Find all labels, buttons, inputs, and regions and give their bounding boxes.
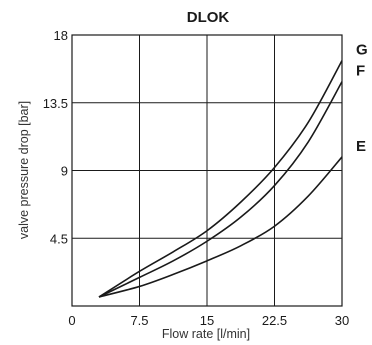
x-tick-label: 15 xyxy=(200,313,214,328)
x-tick-label: 22.5 xyxy=(262,313,287,328)
x-tick-label: 0 xyxy=(68,313,75,328)
grid xyxy=(71,34,343,307)
curve-g xyxy=(98,60,343,298)
y-tick-label: 4.5 xyxy=(50,231,68,246)
x-tick-label: 7.5 xyxy=(130,313,148,328)
y-tick-label: 9 xyxy=(61,164,68,179)
curve-label-e: E xyxy=(356,138,366,155)
tick-labels: 0 7.5 15 22.5 30 4.5 9 13.5 18 xyxy=(43,28,350,328)
curve-label-g: G xyxy=(356,42,368,59)
curve-label-f: F xyxy=(356,63,365,80)
x-tick-label: 30 xyxy=(335,313,349,328)
curves xyxy=(98,60,343,298)
curve-labels: GF E xyxy=(356,42,368,155)
y-tick-label: 18 xyxy=(54,28,68,43)
curve-f xyxy=(98,81,343,298)
chart-title: DLOK xyxy=(187,9,230,26)
x-axis-label: Flow rate [l/min] xyxy=(162,327,250,341)
y-axis-label: valve pressure drop [bar] xyxy=(17,101,31,239)
curve-e xyxy=(98,156,343,298)
y-tick-label: 13.5 xyxy=(43,96,68,111)
